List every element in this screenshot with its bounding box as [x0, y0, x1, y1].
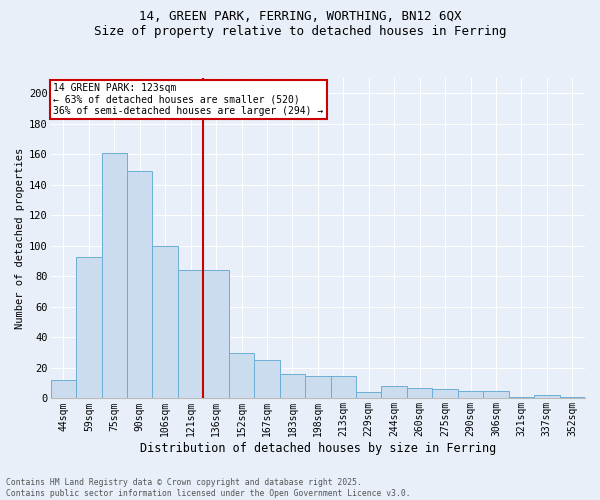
Bar	[203, 270, 229, 398]
Bar	[331, 376, 356, 398]
Bar	[280, 374, 305, 398]
Y-axis label: Number of detached properties: Number of detached properties	[15, 148, 25, 329]
Bar	[407, 388, 433, 398]
Bar	[560, 397, 585, 398]
Bar	[127, 171, 152, 398]
Bar	[229, 352, 254, 399]
Bar	[534, 396, 560, 398]
Bar	[305, 376, 331, 398]
Bar	[509, 397, 534, 398]
Text: 14, GREEN PARK, FERRING, WORTHING, BN12 6QX
Size of property relative to detache: 14, GREEN PARK, FERRING, WORTHING, BN12 …	[94, 10, 506, 38]
Bar	[101, 153, 127, 398]
X-axis label: Distribution of detached houses by size in Ferring: Distribution of detached houses by size …	[140, 442, 496, 455]
Text: 14 GREEN PARK: 123sqm
← 63% of detached houses are smaller (520)
36% of semi-det: 14 GREEN PARK: 123sqm ← 63% of detached …	[53, 83, 323, 116]
Bar	[76, 256, 101, 398]
Bar	[178, 270, 203, 398]
Bar	[382, 386, 407, 398]
Bar	[254, 360, 280, 399]
Text: Contains HM Land Registry data © Crown copyright and database right 2025.
Contai: Contains HM Land Registry data © Crown c…	[6, 478, 410, 498]
Bar	[50, 380, 76, 398]
Bar	[458, 391, 483, 398]
Bar	[356, 392, 382, 398]
Bar	[433, 390, 458, 398]
Bar	[152, 246, 178, 398]
Bar	[483, 391, 509, 398]
